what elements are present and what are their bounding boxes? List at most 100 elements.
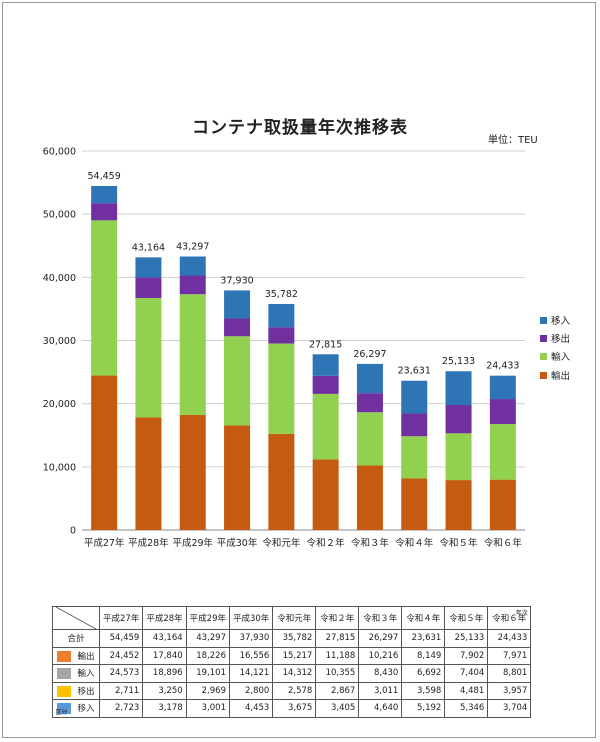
table-cell: 2,723 bbox=[98, 699, 144, 718]
table-cell: 3,675 bbox=[272, 699, 317, 718]
row-label: 輸入 bbox=[77, 669, 95, 680]
row-color-swatch bbox=[57, 650, 72, 662]
legend-label: 輸出 bbox=[551, 370, 570, 382]
x-tick-label: 令和元年 bbox=[262, 537, 301, 549]
row-color-swatch bbox=[57, 685, 72, 697]
unit-label: 単位：TEU bbox=[488, 135, 538, 146]
legend-swatch bbox=[540, 317, 547, 324]
table-year-header: 令和２年 bbox=[315, 606, 360, 630]
total-data-label: 37,930 bbox=[220, 275, 253, 286]
table-cell: 8,149 bbox=[401, 646, 446, 665]
y-tick-label: 30,000 bbox=[43, 336, 76, 347]
table-cell: 3,011 bbox=[358, 681, 403, 700]
row-label: 合計 bbox=[67, 634, 85, 645]
table-cell: 23,631 bbox=[401, 629, 446, 648]
bar-segment bbox=[135, 277, 162, 298]
row-label: 輸出 bbox=[77, 651, 95, 662]
table-cell: 10,216 bbox=[358, 646, 403, 665]
bar-segment bbox=[135, 417, 162, 530]
bar-segment bbox=[356, 393, 383, 413]
bar-segment bbox=[179, 275, 206, 295]
table-cell: 4,640 bbox=[358, 699, 403, 718]
bar-segment bbox=[91, 220, 118, 376]
table-cell: 4,481 bbox=[444, 681, 489, 700]
table-year-header: 令和５年 bbox=[444, 606, 489, 630]
x-tick-label: 令和５年 bbox=[440, 537, 479, 549]
table-cell: 3,957 bbox=[487, 681, 532, 700]
row-color-swatch bbox=[57, 668, 72, 680]
bar-segment bbox=[489, 399, 516, 425]
table-header-row: 年次 区分 平成27年 平成28年 平成29年 平成30年 令和元年 令和２年 令和３年 令和… bbox=[52, 606, 532, 716]
table-year-header: 令和３年 bbox=[358, 606, 403, 630]
row-label-cell: 移入 bbox=[52, 699, 100, 718]
table-row: 合計 54,459 43,164 43,297 37,930 35,782 27,815 26… bbox=[52, 629, 532, 648]
table-cell: 10,355 bbox=[315, 664, 360, 683]
table-cell: 8,430 bbox=[358, 664, 403, 683]
table-cell: 7,971 bbox=[487, 646, 532, 665]
bar-segment bbox=[489, 424, 516, 480]
bar-segment bbox=[268, 343, 295, 434]
x-tick-label: 令和６年 bbox=[484, 537, 523, 549]
bar-segment bbox=[91, 375, 118, 530]
bar-segment bbox=[312, 375, 339, 394]
table-cell: 35,782 bbox=[272, 629, 317, 648]
table-cell: 16,556 bbox=[228, 646, 274, 665]
total-data-label: 25,133 bbox=[442, 356, 475, 367]
table-cell: 18,226 bbox=[185, 646, 230, 665]
bar-segment bbox=[312, 393, 339, 460]
bar-segment bbox=[135, 257, 162, 278]
corner-bottom-label: 区分 bbox=[55, 709, 68, 716]
legend-swatch bbox=[540, 335, 547, 342]
table-cell: 54,459 bbox=[98, 629, 144, 648]
bar-segment bbox=[312, 459, 339, 530]
bar-segment bbox=[312, 354, 339, 376]
row-label-cell: 移出 bbox=[52, 681, 100, 700]
x-tick-label: 令和４年 bbox=[395, 537, 434, 549]
y-tick-label: 50,000 bbox=[43, 210, 76, 221]
table-year-header: 平成29年 bbox=[185, 606, 230, 630]
table-cell: 3,250 bbox=[142, 681, 187, 700]
row-label: 移出 bbox=[77, 686, 95, 697]
bar-segment bbox=[179, 294, 206, 415]
bar-segment bbox=[356, 412, 383, 466]
table-cell: 2,969 bbox=[185, 681, 230, 700]
bar-segment bbox=[224, 290, 251, 319]
total-data-label: 43,297 bbox=[176, 242, 209, 253]
table-year-header: 令和元年 bbox=[272, 606, 317, 630]
row-color-swatch bbox=[57, 703, 72, 715]
table-cell: 3,001 bbox=[185, 699, 230, 718]
bar-segment bbox=[401, 413, 428, 437]
bar-segment bbox=[135, 297, 162, 418]
table-row: 移入 2,723 3,178 3,001 4,453 3,675 3,405 4,640 5,1… bbox=[52, 699, 532, 718]
bar-segment bbox=[445, 405, 472, 434]
stacked-bar-chart: 0 10,000 20,000 30,000 40,000 50,000 60,000 54,… bbox=[43, 147, 571, 550]
bar-segment bbox=[445, 480, 472, 530]
table-cell: 5,346 bbox=[444, 699, 489, 718]
table-row: 移出 2,711 3,250 2,969 2,800 2,578 2,867 3,011 3,5… bbox=[52, 681, 532, 700]
table-cell: 37,930 bbox=[228, 629, 274, 648]
total-data-label: 43,164 bbox=[132, 242, 165, 253]
bar-segment bbox=[356, 363, 383, 394]
y-tick-label: 60,000 bbox=[43, 147, 76, 158]
x-tick-label: 平成28年 bbox=[128, 537, 169, 549]
y-tick-label: 40,000 bbox=[43, 273, 76, 284]
table-row: 輸出 24,452 17,840 18,226 16,556 15,217 11,188 10… bbox=[52, 646, 532, 665]
bar-segment bbox=[401, 436, 428, 479]
y-tick-label: 20,000 bbox=[43, 399, 76, 410]
table-row: 輸入 24,573 18,896 19,101 14,121 14,312 10,355 8,… bbox=[52, 664, 532, 683]
table-cell: 15,217 bbox=[272, 646, 317, 665]
table-cell: 26,297 bbox=[358, 629, 403, 648]
bar-segment bbox=[91, 186, 118, 204]
y-tick-label: 10,000 bbox=[43, 462, 76, 473]
table-cell: 43,164 bbox=[142, 629, 187, 648]
total-data-label: 24,433 bbox=[486, 361, 519, 372]
bar-segment bbox=[268, 303, 295, 328]
data-table: 年次 区分 平成27年 平成28年 平成29年 平成30年 令和元年 令和２年 令和３年 令和… bbox=[52, 606, 532, 718]
table-cell: 18,896 bbox=[142, 664, 187, 683]
bar-segment bbox=[445, 371, 472, 406]
table-cell: 4,453 bbox=[228, 699, 274, 718]
table-corner-cell: 年次 区分 bbox=[52, 606, 528, 716]
table-cell: 3,598 bbox=[401, 681, 446, 700]
table-cell: 27,815 bbox=[315, 629, 360, 648]
